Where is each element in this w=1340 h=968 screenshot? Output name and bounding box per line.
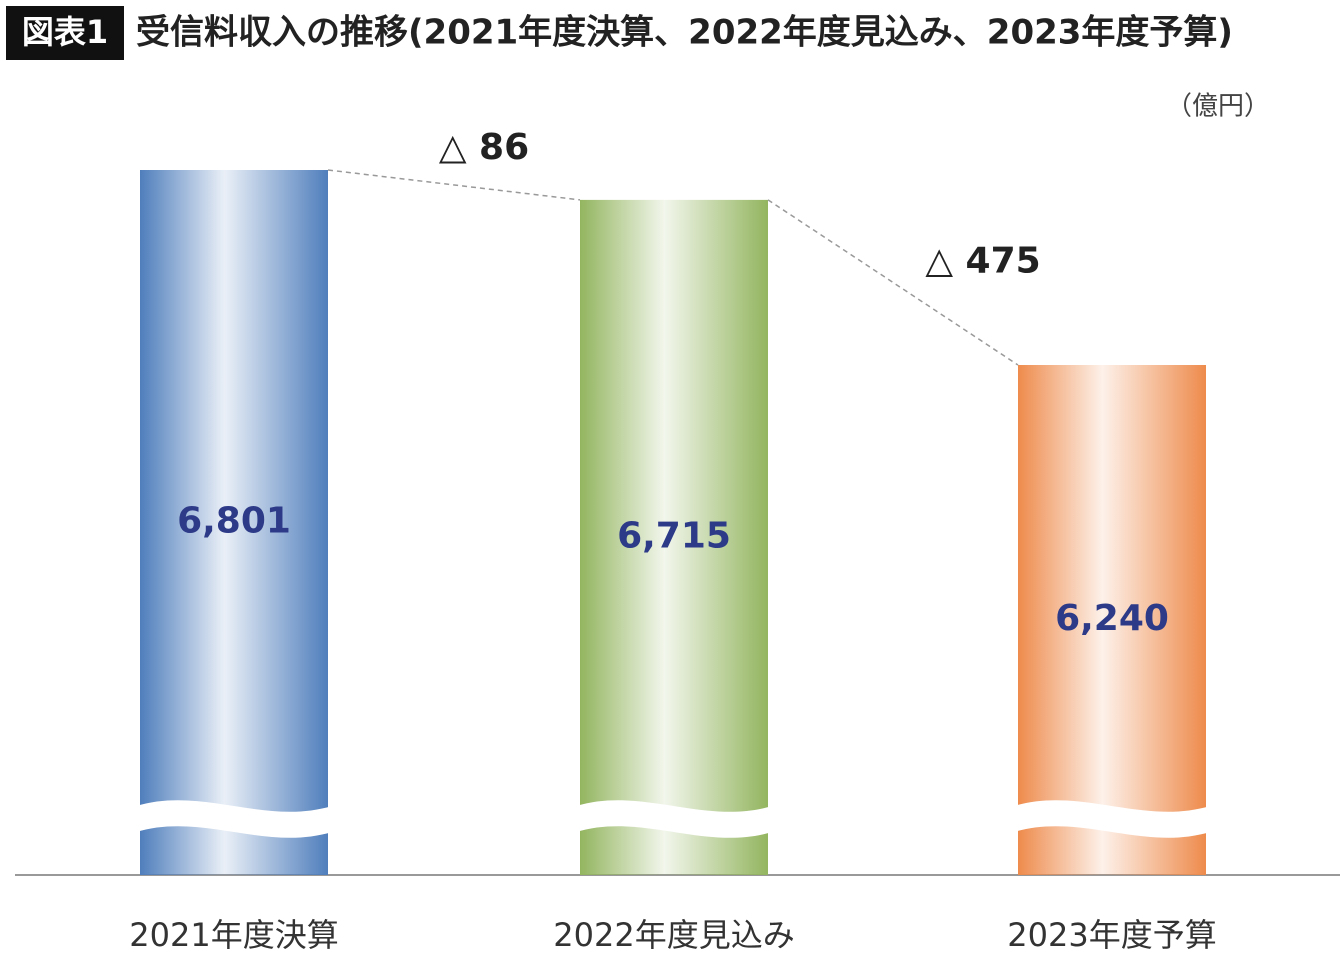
value-label: 6,240 bbox=[1055, 598, 1169, 639]
x-tick-label: 2021年度決算 bbox=[129, 916, 338, 954]
value-label: 6,715 bbox=[617, 515, 731, 556]
bar bbox=[140, 170, 328, 875]
bar bbox=[1018, 365, 1206, 875]
chart-title: 受信料収入の推移(2021年度決算、2022年度見込み、2023年度予算) bbox=[136, 13, 1233, 53]
x-tick-label: 2022年度見込み bbox=[553, 916, 794, 954]
connector bbox=[767, 199, 1019, 366]
axis-break bbox=[136, 800, 332, 838]
annotation: △ 475 bbox=[925, 240, 1040, 281]
connector bbox=[327, 169, 581, 201]
bar bbox=[580, 199, 768, 875]
x-tick-label: 2023年度予算 bbox=[1007, 916, 1216, 954]
axis-break bbox=[1014, 800, 1210, 838]
unit-label: （億円） bbox=[1166, 92, 1270, 122]
annotation: △ 86 bbox=[439, 127, 529, 168]
value-label: 6,801 bbox=[177, 501, 291, 542]
figure-badge bbox=[6, 6, 124, 60]
axis-break bbox=[576, 800, 772, 838]
figure-label: 図表1 bbox=[22, 13, 108, 51]
